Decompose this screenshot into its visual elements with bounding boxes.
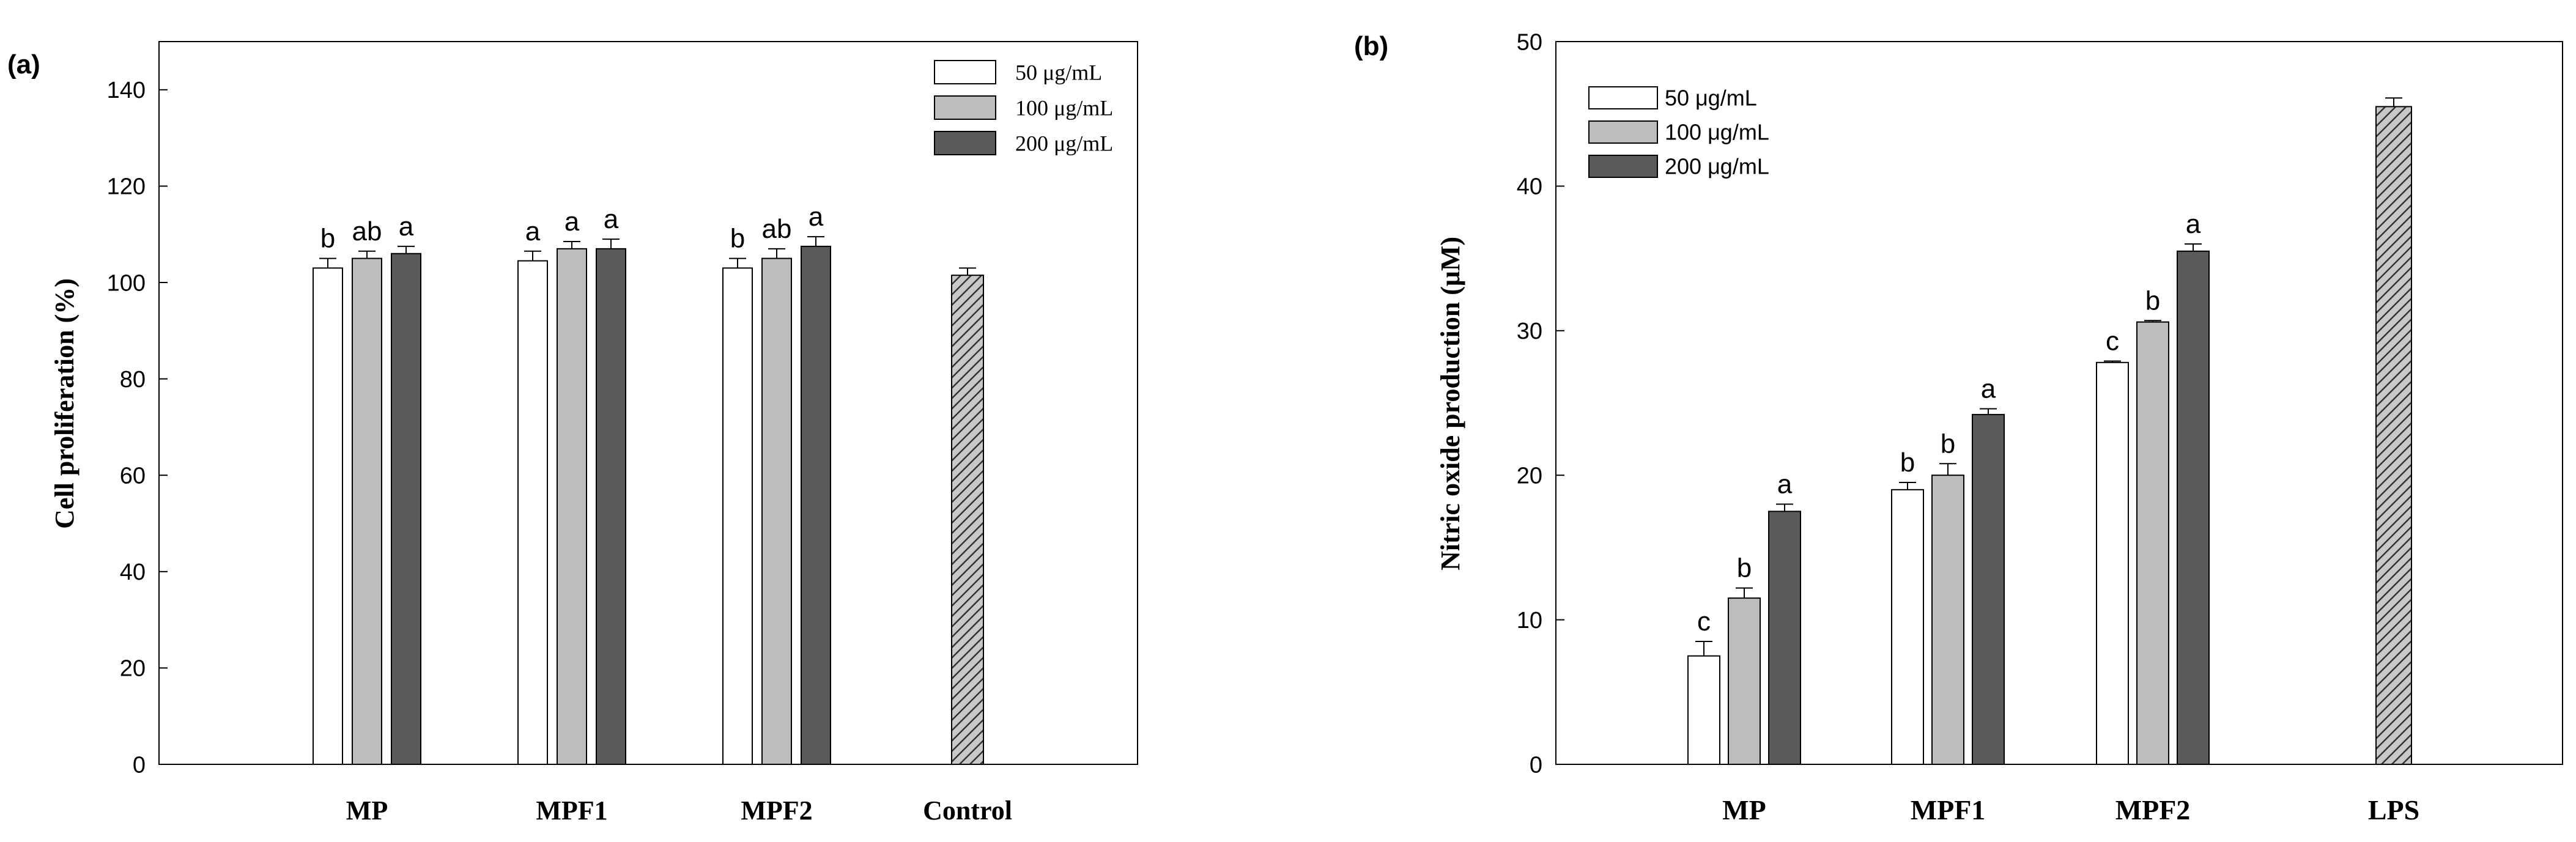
significance-letter: a	[399, 212, 414, 242]
reference-bar	[951, 275, 984, 765]
y-tick-label: 10	[1517, 608, 1542, 633]
panel-label: (b)	[1354, 31, 1388, 61]
category-label: Control	[923, 796, 1012, 825]
y-tick-label: 40	[120, 559, 146, 585]
plot-frame	[1555, 41, 2563, 765]
significance-letter: c	[2106, 326, 2119, 356]
category-label: MP	[1722, 794, 1766, 825]
significance-letter: a	[525, 216, 541, 246]
significance-letter: b	[1941, 429, 1955, 459]
reference-bar	[2375, 106, 2412, 765]
significance-letter: a	[2186, 209, 2201, 239]
legend-label: 100 μg/mL	[1015, 96, 1113, 120]
y-axis-title: Nitric oxide production (μM)	[1435, 237, 1465, 571]
y-tick-label: 40	[1517, 174, 1542, 200]
y-axis-title: Cell proliferation (%)	[50, 278, 80, 529]
y-tick-label: 0	[1530, 752, 1542, 778]
category-label: MPF1	[536, 796, 607, 825]
bar	[1687, 655, 1720, 765]
significance-letter: a	[1777, 469, 1793, 499]
significance-letter: ab	[762, 214, 792, 244]
bar	[517, 260, 548, 766]
bar	[391, 253, 421, 766]
significance-letter: b	[730, 224, 745, 254]
bar	[2096, 361, 2129, 765]
bar	[1972, 413, 2005, 765]
category-label: MPF2	[741, 796, 812, 825]
y-tick-label: 0	[133, 752, 146, 778]
legend-swatch	[1588, 155, 1658, 178]
legend-swatch	[934, 95, 996, 120]
panel-b-chart: 0 10 20 30 40 50 Nitric oxide production (μM) (…	[1354, 29, 2563, 825]
legend-label: 200 μg/mL	[1665, 154, 1769, 179]
significance-letter: c	[1697, 607, 1711, 637]
y-tick-label: 140	[107, 78, 146, 103]
significance-letter: b	[1900, 448, 1915, 478]
significance-letter: ab	[352, 216, 382, 246]
bar	[352, 257, 382, 766]
legend-swatch	[1588, 120, 1658, 144]
significance-letter: b	[320, 224, 335, 254]
category-label: LPS	[2368, 794, 2419, 825]
y-tick-label: 60	[120, 463, 146, 489]
legend-swatch	[934, 60, 996, 84]
category-label: MPF1	[1911, 794, 1986, 825]
legend-label: 100 μg/mL	[1665, 120, 1769, 145]
bar	[801, 245, 831, 765]
significance-letter: b	[1737, 553, 1752, 583]
panel-a-chart: 0 20 40 60 80 100 120 140 Cell proliferation (%)…	[7, 41, 1138, 825]
panel-label: (a)	[7, 50, 40, 79]
significance-letter: b	[2145, 286, 2160, 316]
bar	[722, 267, 753, 765]
significance-letter: a	[564, 207, 580, 237]
bar	[1931, 475, 1964, 765]
y-tick-label: 50	[1517, 29, 1542, 55]
bar	[2136, 321, 2169, 765]
legend-swatch	[934, 131, 996, 155]
significance-letter: a	[809, 202, 824, 232]
bar	[1891, 489, 1924, 766]
bar	[596, 248, 626, 765]
bar	[1768, 511, 1801, 765]
legend-label: 50 μg/mL	[1015, 61, 1102, 85]
legend-label: 200 μg/mL	[1015, 131, 1113, 156]
y-tick-label: 100	[107, 270, 146, 296]
bar	[761, 257, 792, 766]
bar	[313, 267, 343, 765]
y-tick-label: 80	[120, 367, 146, 393]
significance-letter: a	[604, 204, 619, 234]
category-label: MP	[346, 796, 388, 825]
significance-letter: a	[1981, 374, 1996, 404]
bar	[1728, 597, 1761, 765]
y-tick-label: 30	[1517, 319, 1542, 344]
plot-frame	[158, 41, 1138, 765]
y-tick-label: 20	[1517, 463, 1542, 489]
bar	[2177, 250, 2210, 765]
category-label: MPF2	[2115, 794, 2191, 825]
y-tick-label: 120	[107, 174, 146, 200]
legend-label: 50 μg/mL	[1665, 86, 1757, 111]
bar	[557, 248, 587, 765]
legend-swatch	[1588, 86, 1658, 109]
y-tick-label: 20	[120, 656, 146, 682]
